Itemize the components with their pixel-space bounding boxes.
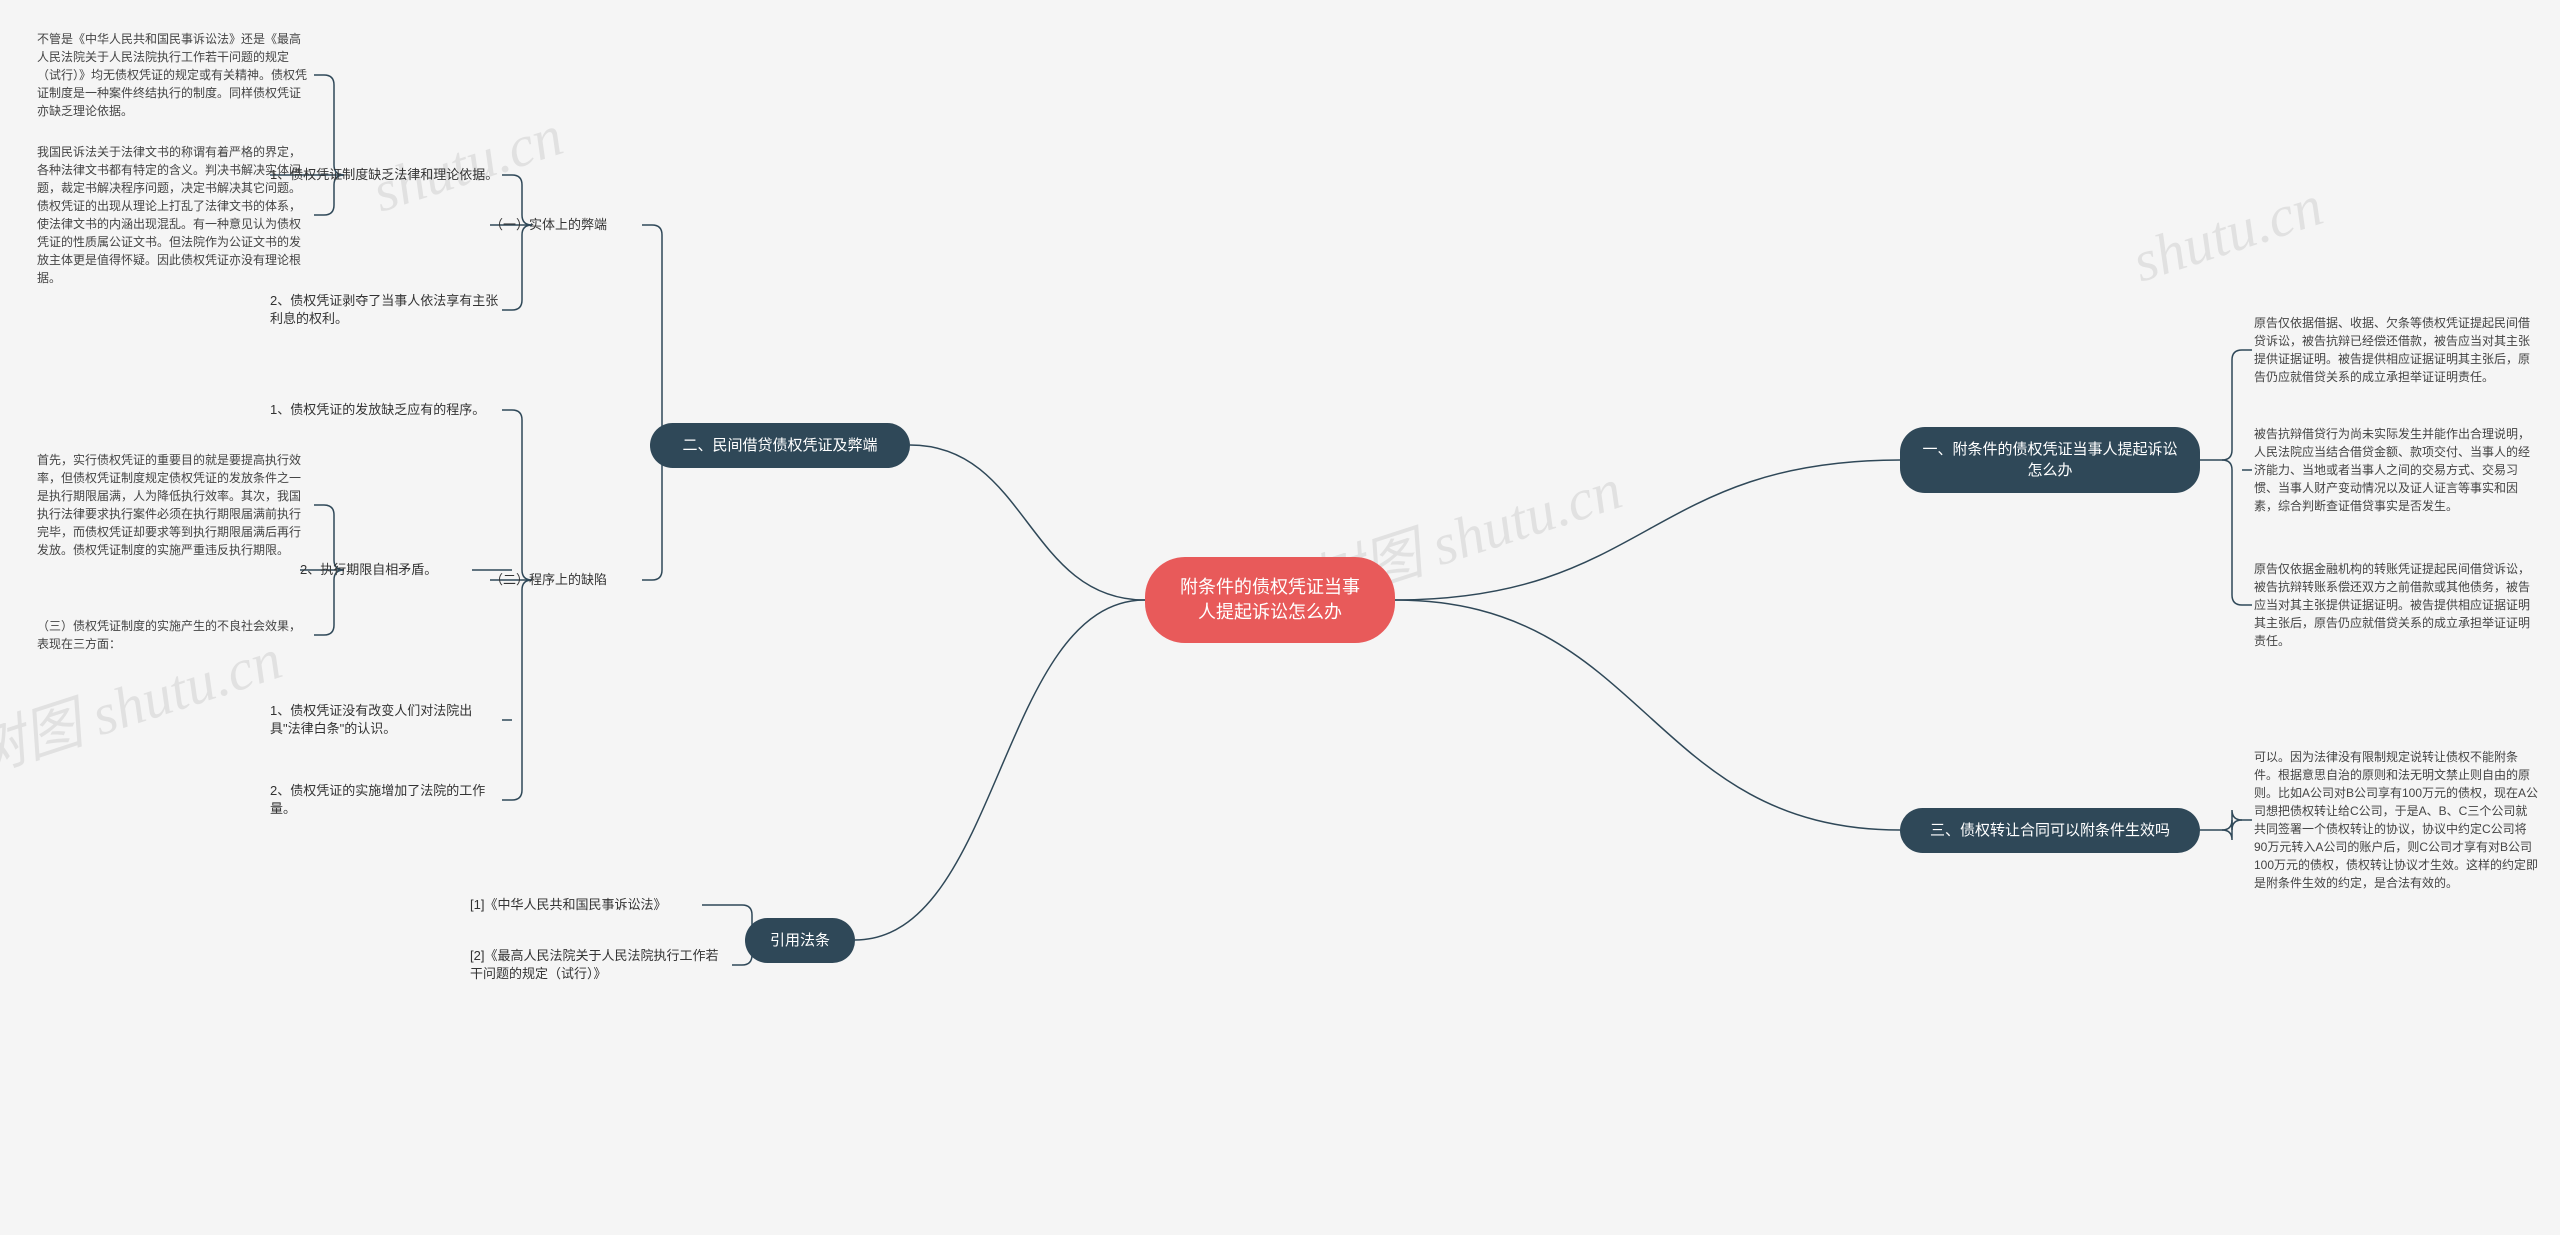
leaf-l1-1-1-1: （三）债权凭证制度的实施产生的不良社会效果，表现在三方面： [37, 617, 312, 653]
root-node: 附条件的债权凭证当事人提起诉讼怎么办 [1145, 557, 1395, 643]
leaf-r2-0: 可以。因为法律没有限制规定说转让债权不能附条件。根据意思自治的原则和法无明文禁止… [2254, 748, 2539, 892]
item-l1-0-1: 2、债权凭证剥夺了当事人依法享有主张利息的权利。 [270, 292, 500, 328]
branch-l2: 引用法条 [745, 918, 855, 963]
branch-l1: 二、民间借贷债权凭证及弊端 [650, 423, 910, 468]
sub-l1-0: （一）实体上的弊端 [490, 216, 640, 234]
item-l1-1-0: 1、债权凭证的发放缺乏应有的程序。 [270, 401, 500, 419]
ditem-l2-1: [2]《最高人民法院关于人民法院执行工作若干问题的规定（试行）》 [470, 947, 730, 983]
sub-l1-1: （二）程序上的缺陷 [490, 571, 640, 589]
leaf-r1-1: 被告抗辩借贷行为尚未实际发生并能作出合理说明，人民法院应当结合借贷金额、款项交付… [2254, 425, 2539, 515]
branch-r1: 一、附条件的债权凭证当事人提起诉讼怎么办 [1900, 427, 2200, 493]
item-l1-1-3: 2、债权凭证的实施增加了法院的工作量。 [270, 782, 500, 818]
branch-r2: 三、债权转让合同可以附条件生效吗 [1900, 808, 2200, 853]
item-l1-1-1: 2、执行期限自相矛盾。 [300, 561, 470, 579]
leaf-l1-0-0-0: 不管是《中华人民共和国民事诉讼法》还是《最高人民法院关于人民法院执行工作若干问题… [37, 30, 312, 120]
leaf-l1-1-1-0: 首先，实行债权凭证的重要目的就是要提高执行效率，但债权凭证制度规定债权凭证的发放… [37, 451, 312, 559]
leaf-l1-0-0-1: 我国民诉法关于法律文书的称谓有着严格的界定，各种法律文书都有特定的含义。判决书解… [37, 143, 312, 287]
item-l1-1-2: 1、债权凭证没有改变人们对法院出具"法律白条"的认识。 [270, 702, 500, 738]
leaf-r1-0: 原告仅依据借据、收据、欠条等债权凭证提起民间借贷诉讼，被告抗辩已经偿还借款，被告… [2254, 314, 2539, 386]
leaf-r1-2: 原告仅依据金融机构的转账凭证提起民间借贷诉讼，被告抗辩转账系偿还双方之前借款或其… [2254, 560, 2539, 650]
ditem-l2-0: [1]《中华人民共和国民事诉讼法》 [470, 896, 700, 914]
